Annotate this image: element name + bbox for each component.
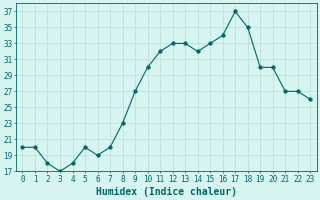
X-axis label: Humidex (Indice chaleur): Humidex (Indice chaleur) <box>96 186 237 197</box>
